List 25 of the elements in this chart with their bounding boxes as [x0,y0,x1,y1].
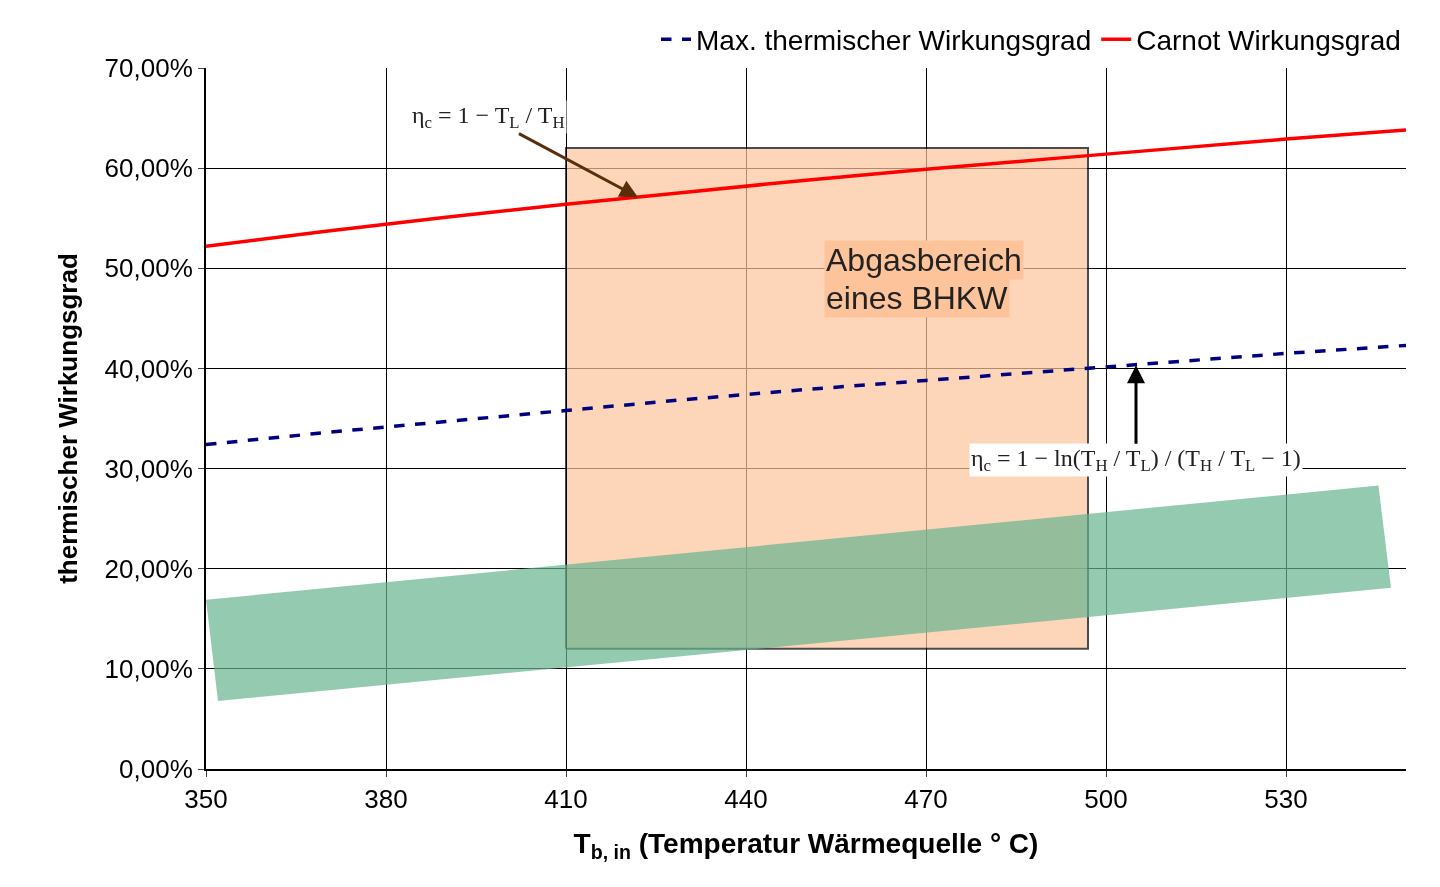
x-axis-title: T$_{b, in}$ (Temperatur Wärmequelle ° C) [573,827,1039,863]
x-tick-label: 380 [364,784,408,815]
annotation: η$_{c}$ = 1 − T$_{L}$ / T$_{H}$ [412,102,565,133]
y-tick-label: 30,00% [104,453,193,484]
y-tick-label: 10,00% [104,653,193,684]
y-tick-label: 70,00% [104,53,193,84]
legend-label: Max. thermischer Wirkungsgrad [696,25,1092,57]
y-axis-title: thermischer Wirkungsgrad [52,253,83,584]
y-tick-label: 0,00% [119,754,193,785]
x-tick-label: 440 [724,784,768,815]
line-series [206,343,1406,447]
annotation: Abgasbereich [826,242,1022,278]
x-tick-label: 470 [904,784,948,815]
line-series [206,128,1406,248]
y-tick-label: 40,00% [104,353,193,384]
x-tick-label: 410 [544,784,588,815]
y-tick-label: 50,00% [104,253,193,284]
text: η$_{c}$ = 1 − ln(T$_{H}$ / T$_{L}$) / (T$_{H}$ / T$_{L}$ − 1) [971,445,1301,476]
x-tick-label: 500 [1084,784,1128,815]
legend-label: Carnot Wirkungsgrad [1136,25,1401,57]
y-tick-label: 60,00% [104,153,193,184]
x-tick-label: 530 [1264,784,1308,815]
y-tick-label: 20,00% [104,553,193,584]
x-tick-label: 350 [184,784,228,815]
annotation: eines BHKW [826,280,1009,316]
